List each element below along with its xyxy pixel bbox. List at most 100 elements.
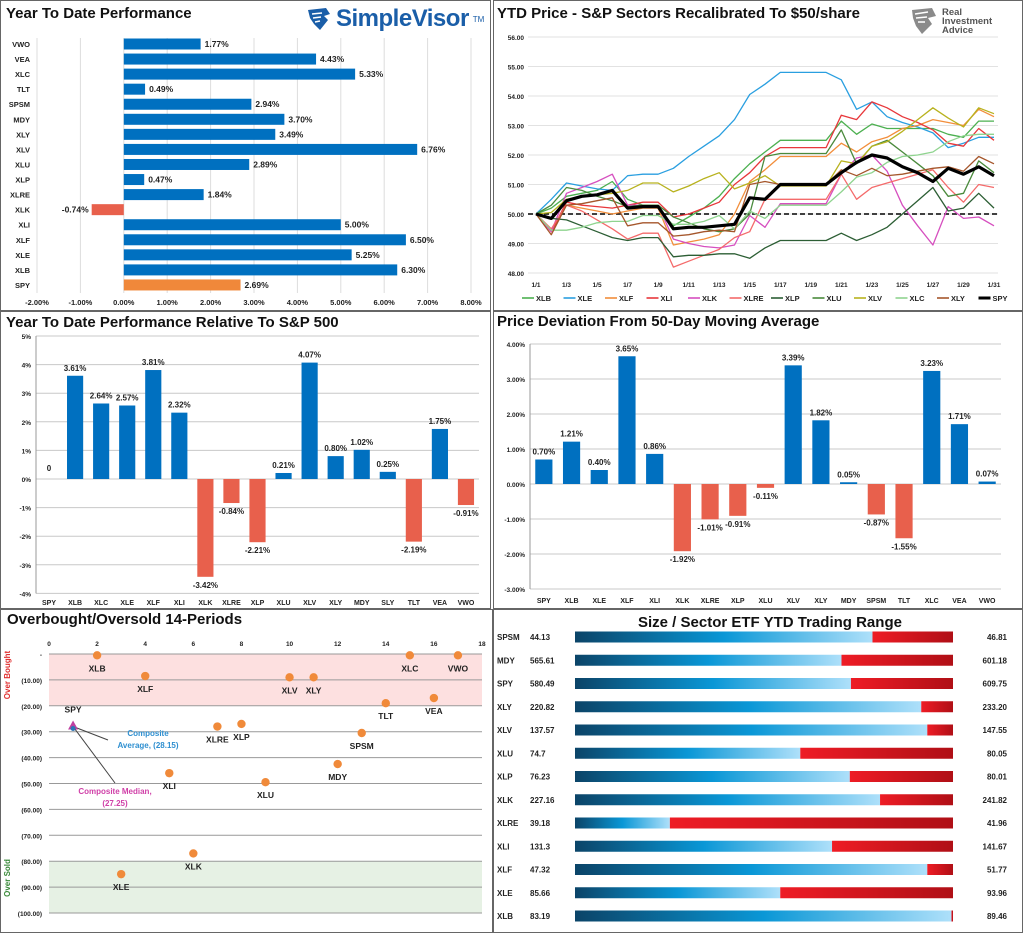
y-tick-label: 1% [22, 448, 32, 455]
category-label: SLY [381, 600, 394, 607]
data-label: 6.30% [401, 265, 426, 275]
point-label: MDY [328, 772, 347, 782]
x-tick-label: 6.00% [374, 298, 396, 307]
low-value: 131.3 [530, 842, 551, 851]
category-label: XLC [94, 600, 108, 607]
y-tick-label: 4% [22, 363, 32, 370]
category-label: MDY [354, 600, 370, 607]
composite-average-marker [70, 726, 76, 732]
category-label: XLE [120, 600, 134, 607]
data-label: 2.69% [245, 280, 270, 290]
high-value: 609.75 [983, 680, 1008, 689]
x-tick-label: 1.00% [157, 298, 179, 307]
data-label: -0.87% [864, 518, 889, 527]
category-label: SPSM [866, 598, 886, 605]
bar-spy [535, 459, 553, 484]
bar-xle [123, 249, 352, 261]
data-label: 0.40% [588, 458, 611, 467]
range-remaining-bar [927, 724, 953, 736]
high-value: 41.96 [987, 819, 1008, 828]
x-tick-label: 1/17 [774, 282, 787, 289]
category-label: VWO [979, 598, 996, 605]
point-xlp [237, 719, 246, 729]
legend-label: XLB [536, 294, 552, 303]
low-value: 47.32 [530, 866, 551, 875]
category-label: MDY [13, 115, 30, 124]
category-label: TLT [17, 85, 31, 94]
range-remaining-bar [850, 678, 953, 689]
x-tick-label: 1/9 [654, 282, 663, 289]
category-label: TLT [408, 600, 421, 607]
range-remaining-bar [880, 794, 953, 806]
legend-label: XLK [702, 294, 718, 303]
y-tick-label: - [40, 652, 42, 659]
x-tick-label: 1/19 [804, 282, 817, 289]
series-line-xlu [535, 129, 995, 233]
eagle-icon [308, 8, 330, 30]
category-label: XLV [16, 145, 30, 154]
point-xlv [285, 673, 294, 682]
data-label: -3.42% [193, 581, 218, 590]
y-tick-label: 1.00% [507, 447, 526, 454]
point-xlu [261, 778, 270, 787]
bar-spsm [867, 484, 885, 515]
y-tick-label: 52.00 [508, 153, 525, 160]
y-tick-label: 49.00 [508, 242, 525, 249]
legend-label: XLU [827, 294, 842, 303]
bar-xlp [123, 174, 145, 186]
category-label: SPY [42, 600, 56, 607]
x-tick-label: 1/27 [927, 282, 940, 289]
y-tick-label: (70.00) [21, 833, 42, 840]
category-label: VWO [12, 40, 30, 49]
range-position-bar [575, 794, 881, 806]
data-label: -0.91% [725, 520, 750, 529]
data-label: 3.61% [64, 364, 87, 373]
ticker-label: XLI [497, 842, 509, 851]
simplevisor-tm: TM [472, 14, 485, 24]
data-label: -0.91% [453, 509, 478, 518]
x-tick-label: 1/31 [988, 282, 1001, 289]
x-tick-label: -2.00% [25, 298, 49, 307]
range-remaining-bar [780, 887, 953, 899]
category-label: XLY [814, 598, 827, 605]
data-label: -1.55% [891, 542, 916, 551]
ria-word-2: Investment [942, 15, 993, 27]
data-label: -2.19% [401, 546, 426, 555]
chart-title-ytd: Year To Date Performance [6, 5, 192, 22]
range-remaining-bar [927, 864, 953, 875]
x-tick-label: 5.00% [330, 298, 352, 307]
category-label: SPY [537, 598, 551, 605]
ria-word-3: Advice [942, 24, 974, 36]
series-line-xlp [535, 186, 995, 259]
range-remaining-bar [841, 654, 953, 666]
point-mdy [333, 759, 342, 769]
data-label: 1.71% [948, 412, 971, 421]
point-label: XLRE [206, 735, 229, 745]
y-tick-label: 55.00 [508, 65, 525, 72]
range-position-bar [575, 864, 928, 875]
series-line-xlv [535, 107, 995, 215]
bar-xlv [784, 365, 802, 484]
y-tick-label: (60.00) [21, 807, 42, 814]
bar-vea [950, 424, 969, 484]
category-label: XLK [15, 206, 31, 215]
range-position-bar [575, 910, 952, 922]
bar-xli [123, 219, 341, 231]
high-value: 601.18 [983, 656, 1008, 665]
point-label: VEA [425, 706, 442, 716]
data-label: -0.84% [219, 507, 244, 516]
bar-xlk [91, 204, 124, 216]
legend-label: SPY [993, 294, 1008, 303]
x-tick-label: 2 [95, 641, 99, 648]
high-value: 93.96 [987, 889, 1008, 898]
legend-label: XLV [868, 294, 882, 303]
bar-xli [171, 412, 188, 479]
category-label: XLP [15, 176, 30, 185]
category-label: XLY [329, 600, 342, 607]
point-label: SPSM [350, 741, 374, 751]
data-label: 0.21% [272, 461, 295, 470]
bar-xle [590, 470, 608, 484]
bar-xle [119, 405, 136, 479]
point-xly [309, 673, 318, 682]
category-label: VEA [433, 600, 447, 607]
